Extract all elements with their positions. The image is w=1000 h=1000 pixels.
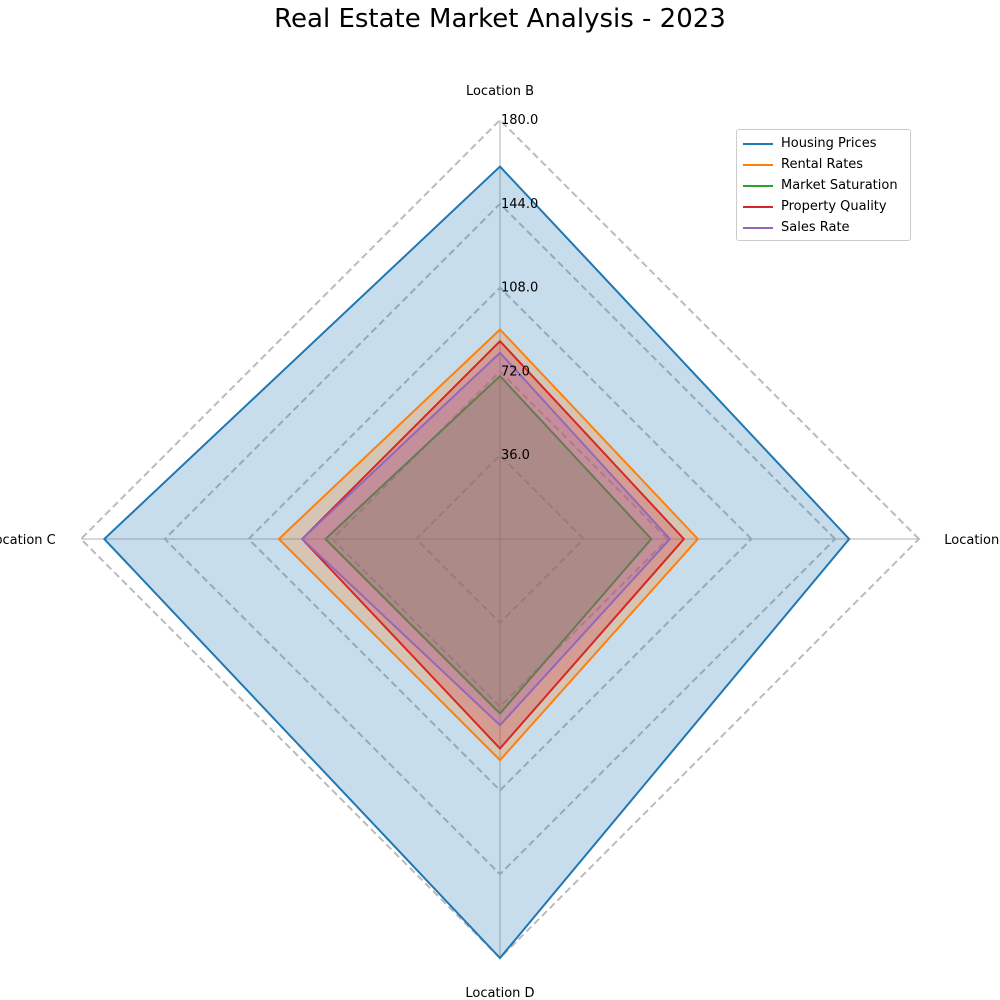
legend-swatch (743, 226, 773, 229)
category-label: Location A (944, 533, 1000, 548)
legend-swatch (743, 142, 773, 145)
legend-label: Property Quality (781, 199, 887, 214)
series-fill-sales-rate (302, 352, 670, 726)
legend-item: Property Quality (737, 196, 910, 217)
grid-ring (79, 118, 921, 960)
legend-item: Sales Rate (737, 217, 910, 238)
legend-swatch (743, 205, 773, 208)
legend-label: Rental Rates (781, 157, 864, 172)
radial-tick-label: 36.0 (501, 448, 530, 463)
category-label: Location C (0, 533, 56, 548)
legend: Housing Prices Rental Rates Market Saturat… (736, 129, 911, 241)
series-line-rental-rates (277, 328, 700, 762)
radial-tick-label: 72.0 (501, 364, 530, 379)
chart-title: Real Estate Market Analysis - 2023 (274, 4, 726, 34)
category-label: Location B (466, 84, 534, 99)
label-layer: Location A Location B Location C Location D… (0, 84, 1000, 1000)
grid-ring (247, 286, 753, 792)
series-line-market-saturation (323, 374, 653, 716)
series-layer (102, 165, 851, 960)
radial-tick-label: 180.0 (501, 113, 538, 128)
legend-label: Housing Prices (781, 136, 877, 151)
legend-item: Housing Prices (737, 133, 910, 154)
legend-label: Sales Rate (781, 220, 850, 235)
series-line-sales-rate (300, 351, 672, 727)
legend-swatch (743, 184, 773, 187)
legend-item: Rental Rates (737, 154, 910, 175)
grid-ring (330, 369, 670, 709)
grid-ring (163, 202, 837, 876)
radial-tick-label: 144.0 (501, 197, 538, 212)
series-fill-rental-rates (278, 329, 698, 761)
radial-tick-label: 108.0 (501, 281, 538, 296)
legend-label: Market Saturation (781, 178, 898, 193)
series-fill-market-saturation (325, 376, 652, 714)
grid-ring (414, 453, 586, 625)
legend-swatch (743, 163, 773, 166)
category-label: Location D (465, 986, 534, 1000)
legend-item: Market Saturation (737, 175, 910, 196)
series-line-housing-prices (102, 165, 851, 960)
